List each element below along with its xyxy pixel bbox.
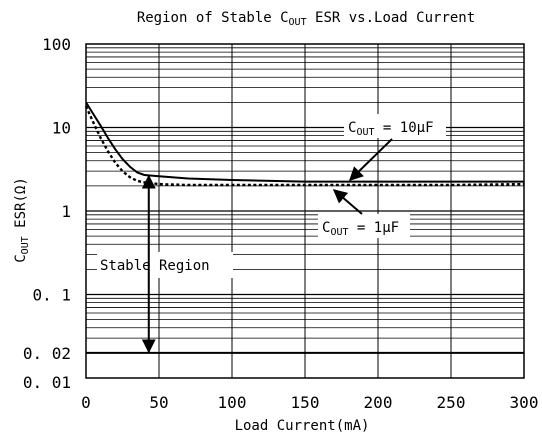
cout10-label-sub: OUT (356, 127, 374, 138)
cout1-label-post: = 1μF (349, 220, 400, 236)
x-tick-label-3: 150 (291, 393, 320, 412)
x-tick-label-4: 200 (364, 393, 393, 412)
x-tick-label-0: 0 (81, 393, 91, 412)
series-layer (84, 101, 525, 354)
x-tick-label-5: 250 (437, 393, 466, 412)
series-line-0 (85, 101, 524, 183)
cout1-label-pre: C (322, 220, 330, 236)
x-tick-label-6: 300 (510, 393, 539, 412)
stable-region-label: Stable Region (100, 258, 210, 274)
cout10-label-bg (344, 114, 446, 138)
cout1-label-sub: OUT (330, 227, 348, 238)
x-tick-label-2: 100 (218, 393, 247, 412)
y-tick-label-1: 10 (52, 119, 71, 138)
chart-title-sub: OUT (289, 17, 307, 28)
y-tick-label-2: 1 (61, 202, 71, 221)
y-tick-label-0: 100 (42, 35, 71, 54)
stable-region-label-bg (97, 252, 233, 278)
chart-title-pre: Region of Stable C (137, 10, 289, 26)
y-tick-labels: 100 10 1 0. 1 0. 02 0. 01 (23, 35, 71, 392)
chart-title-post: ESR vs.Load Current (307, 10, 476, 26)
grid-lines (85, 44, 525, 378)
cout10-label: COUT = 10μF (348, 120, 434, 138)
chart-title: Region of Stable COUT ESR vs.Load Curren… (137, 10, 475, 28)
y-tick-label-4: 0. 02 (23, 344, 71, 363)
y-axis-label-post: ESR(Ω) (13, 177, 29, 236)
cout1-label-bg (318, 214, 410, 238)
y-axis-label-sub: OUT (20, 236, 31, 254)
x-tick-labels: 0 50 100 150 200 250 300 (81, 393, 538, 412)
x-axis-label: Load Current(mA) (235, 418, 370, 434)
cout1-arrow (332, 189, 363, 215)
y-tick-label-3: 0. 1 (32, 286, 71, 305)
y-axis-label-pre: C (13, 254, 29, 262)
y-tick-label-5: 0. 01 (23, 373, 71, 392)
cout10-arrow (348, 138, 393, 181)
cout10-label-pre: C (348, 120, 356, 136)
plot-frame (85, 43, 525, 379)
cout10-label-post: = 10μF (375, 120, 434, 136)
cout1-label: COUT = 1μF (322, 220, 399, 238)
series-line-1 (84, 105, 525, 187)
y-axis-label: COUT ESR(Ω) (13, 177, 31, 263)
x-tick-label-1: 50 (149, 393, 168, 412)
